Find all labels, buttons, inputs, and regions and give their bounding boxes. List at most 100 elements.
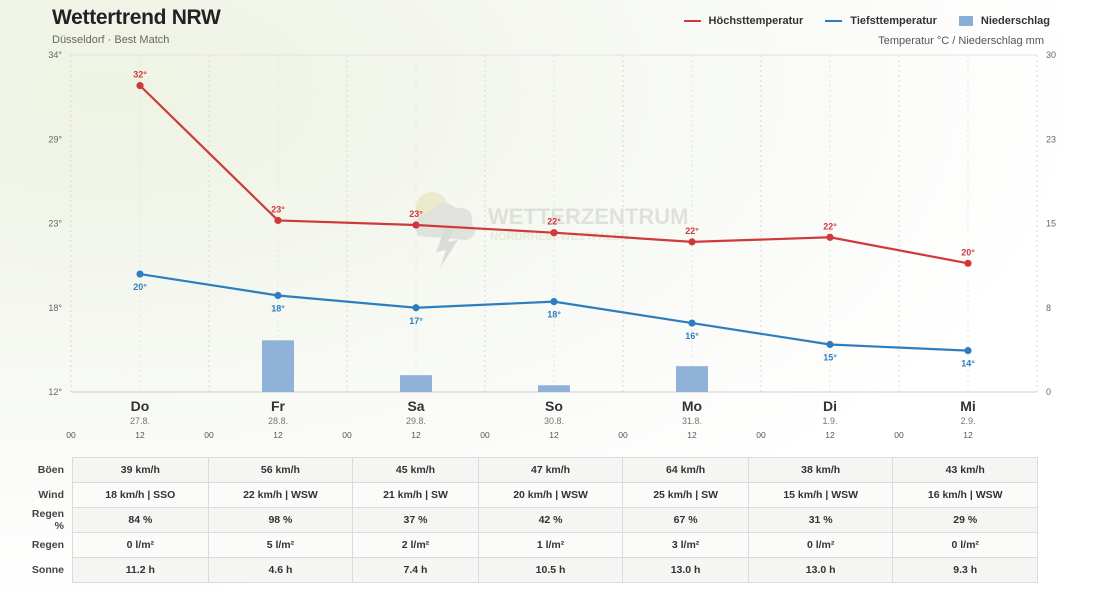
table-row: Regen % 84 % 98 % 37 % 42 % 67 % 31 % 29 %: [20, 507, 1038, 533]
table-cell: 1 l/m²: [477, 532, 624, 558]
table-cell: 25 km/h | SW: [622, 482, 749, 508]
table-cell: 42 %: [477, 507, 624, 533]
x-day-label: Sa: [407, 398, 424, 414]
table-cell: 18 km/h | SSO: [72, 482, 209, 508]
table-row-label: Regen %: [31, 508, 64, 532]
x-hour-label: 12: [135, 430, 145, 440]
legend-swatch-high: [683, 20, 701, 22]
x-hour-label: 00: [204, 430, 214, 440]
table-cell: 45 km/h: [352, 457, 479, 483]
watermark-line2: NORDRHEIN-WESTFALEN: [490, 231, 628, 243]
x-hour-label: 12: [687, 430, 697, 440]
data-label-high: 32°: [133, 70, 147, 80]
y-right-tick-label: 23: [1046, 134, 1056, 144]
x-date-label: 27.8.: [130, 416, 150, 426]
data-label-high: 22°: [685, 226, 699, 236]
y-right-tick-label: 30: [1046, 50, 1056, 60]
table-cell: 16 km/h | WSW: [892, 482, 1038, 508]
data-label-low: 14°: [961, 359, 975, 369]
table-row-label: Regen: [31, 539, 64, 551]
table-cell: 64 km/h: [622, 457, 749, 483]
table-cell: 67 %: [622, 507, 749, 533]
data-label-low: 15°: [823, 353, 837, 363]
y-left-tick-label: 23°: [48, 219, 62, 229]
x-date-label: 28.8.: [268, 416, 288, 426]
data-point-high: [964, 259, 972, 267]
page-subtitle: Düsseldorf · Best Match: [52, 34, 170, 46]
y-left-tick-label: 12°: [48, 387, 62, 397]
data-point-high: [550, 229, 558, 237]
table-row: Regen 0 l/m² 5 l/m² 2 l/m² 1 l/m² 3 l/m² 0 l/m…: [20, 532, 1038, 558]
weather-chart: WETTERZENTRUM NORDRHEIN-WESTFALEN 12° 18°…: [48, 50, 1056, 440]
precip-bar: [538, 385, 570, 392]
data-point-high: [274, 216, 282, 225]
table-cell: 38 km/h: [747, 457, 894, 483]
x-hour-label: 00: [756, 430, 766, 440]
data-label-high: 23°: [409, 209, 423, 219]
table-cell: 0 l/m²: [892, 532, 1038, 558]
table-cell: 43 km/h: [892, 457, 1038, 483]
watermark-line1: WETTERZENTRUM: [488, 204, 688, 229]
table-cell: 0 l/m²: [747, 532, 894, 558]
x-hour-label: 00: [66, 430, 76, 440]
table-cell: 98 %: [207, 507, 354, 533]
y-left-tick-label: 29°: [48, 134, 62, 144]
table-cell: 10.5 h: [477, 557, 624, 583]
table-cell: 7.4 h: [352, 557, 479, 583]
table-cell: 29 %: [892, 507, 1038, 533]
table-cell: 20 km/h | WSW: [477, 482, 624, 508]
data-label-high: 22°: [547, 217, 561, 227]
legend-swatch-precip: [958, 16, 973, 26]
x-hour-label: 00: [342, 430, 352, 440]
data-point-low: [688, 319, 696, 327]
legend-item-low[interactable]: Tiefsttemperatur: [825, 15, 937, 27]
data-label-low: 17°: [409, 316, 423, 326]
data-point-low: [136, 270, 144, 278]
table-cell: 0 l/m²: [72, 532, 209, 558]
x-day-label: So: [545, 398, 563, 414]
table-cell: 13.0 h: [747, 557, 894, 583]
data-point-high: [688, 238, 696, 246]
table-cell: 56 km/h: [207, 457, 354, 483]
data-label-low: 16°: [685, 331, 699, 341]
x-date-label: 1.9.: [822, 416, 837, 426]
table-row-label: Böen: [37, 464, 64, 476]
x-date-label: 29.8.: [406, 416, 426, 426]
table-cell: 9.3 h: [892, 557, 1038, 583]
y-right-tick-label: 15: [1046, 219, 1056, 229]
legend-item-high[interactable]: Höchsttemperatur: [683, 15, 803, 27]
data-point-low: [964, 347, 972, 355]
table-row: Wind 18 km/h | SSO 22 km/h | WSW 21 km/h | …: [20, 482, 1038, 508]
x-hour-label: 00: [480, 430, 490, 440]
table-cell: 5 l/m²: [207, 532, 354, 558]
table-cell: 31 %: [747, 507, 894, 533]
x-day-label: Fr: [271, 398, 286, 414]
y-left-tick-label: 18°: [48, 303, 62, 313]
table-cell: 11.2 h: [72, 557, 209, 583]
data-point-low: [274, 291, 282, 300]
x-day-label: Do: [131, 398, 150, 414]
precip-bar: [400, 375, 432, 392]
weather-details-table: Böen 39 km/h 56 km/h 45 km/h 47 km/h 64 km/h 3…: [20, 457, 1038, 583]
precip-bar: [676, 366, 708, 392]
table-cell: 2 l/m²: [352, 532, 479, 558]
x-date-label: 30.8.: [544, 416, 564, 426]
y-left-tick-label: 34°: [48, 50, 62, 60]
x-hour-label: 12: [549, 430, 559, 440]
legend-item-precip[interactable]: Niederschlag: [958, 15, 1050, 27]
x-hour-label: 00: [618, 430, 628, 440]
x-day-label: Mo: [682, 398, 702, 414]
legend-label-precip: Niederschlag: [980, 15, 1050, 27]
table-row-label: Wind: [38, 489, 64, 501]
legend-label-low: Tiefsttemperatur: [850, 15, 937, 27]
axis-units-label: Temperatur °C / Niederschlag mm: [878, 35, 1044, 47]
x-hour-label: 12: [963, 430, 973, 440]
x-hour-label: 12: [825, 430, 835, 440]
x-hour-label: 12: [411, 430, 421, 440]
x-day-label: Di: [823, 398, 837, 414]
table-cell: 3 l/m²: [622, 532, 749, 558]
watermark: WETTERZENTRUM NORDRHEIN-WESTFALEN: [415, 192, 688, 268]
data-point-high: [826, 233, 834, 241]
y-right-tick-label: 8: [1046, 303, 1051, 313]
table-cell: 37 %: [352, 507, 479, 533]
